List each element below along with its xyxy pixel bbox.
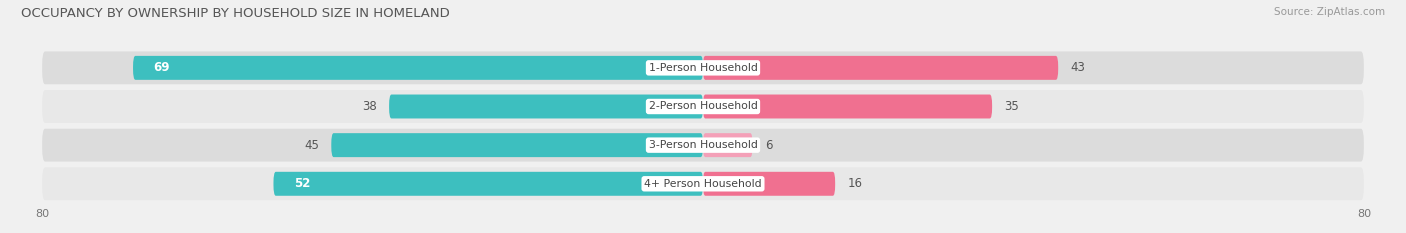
Text: 4+ Person Household: 4+ Person Household xyxy=(644,179,762,189)
Text: 43: 43 xyxy=(1070,61,1085,74)
FancyBboxPatch shape xyxy=(703,95,993,118)
FancyBboxPatch shape xyxy=(42,51,1364,84)
FancyBboxPatch shape xyxy=(389,95,703,118)
FancyBboxPatch shape xyxy=(703,56,1059,80)
Text: 45: 45 xyxy=(304,139,319,152)
FancyBboxPatch shape xyxy=(703,133,752,157)
FancyBboxPatch shape xyxy=(134,56,703,80)
Text: 3-Person Household: 3-Person Household xyxy=(648,140,758,150)
FancyBboxPatch shape xyxy=(332,133,703,157)
Text: 2-Person Household: 2-Person Household xyxy=(648,102,758,112)
Text: OCCUPANCY BY OWNERSHIP BY HOUSEHOLD SIZE IN HOMELAND: OCCUPANCY BY OWNERSHIP BY HOUSEHOLD SIZE… xyxy=(21,7,450,20)
FancyBboxPatch shape xyxy=(273,172,703,196)
Text: 35: 35 xyxy=(1004,100,1019,113)
Text: 16: 16 xyxy=(848,177,862,190)
FancyBboxPatch shape xyxy=(42,129,1364,161)
FancyBboxPatch shape xyxy=(703,172,835,196)
Text: Source: ZipAtlas.com: Source: ZipAtlas.com xyxy=(1274,7,1385,17)
Text: 38: 38 xyxy=(361,100,377,113)
FancyBboxPatch shape xyxy=(42,167,1364,200)
Text: 52: 52 xyxy=(294,177,311,190)
FancyBboxPatch shape xyxy=(42,90,1364,123)
Text: 1-Person Household: 1-Person Household xyxy=(648,63,758,73)
Text: 6: 6 xyxy=(765,139,772,152)
Text: 69: 69 xyxy=(153,61,170,74)
